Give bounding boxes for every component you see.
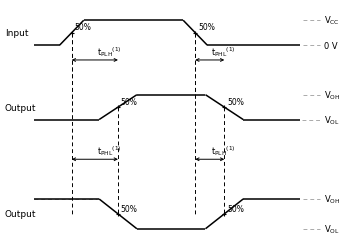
Text: V$_{\mathrm{OH}}$: V$_{\mathrm{OH}}$	[324, 89, 340, 102]
Text: V$_{\mathrm{CC}}$: V$_{\mathrm{CC}}$	[324, 15, 339, 28]
Text: V$_{\mathrm{OH}}$: V$_{\mathrm{OH}}$	[324, 193, 340, 205]
Text: V$_{\mathrm{OL}}$: V$_{\mathrm{OL}}$	[324, 114, 339, 126]
Text: 50%: 50%	[121, 98, 138, 106]
Text: t$_{\mathrm{PHL}}$$^{(1)}$: t$_{\mathrm{PHL}}$$^{(1)}$	[211, 45, 236, 59]
Text: Output: Output	[5, 210, 36, 218]
Text: 50%: 50%	[198, 23, 215, 32]
Text: 50%: 50%	[74, 23, 91, 32]
Text: V$_{\mathrm{OL}}$: V$_{\mathrm{OL}}$	[324, 222, 339, 235]
Text: Output: Output	[5, 103, 36, 112]
Text: 50%: 50%	[227, 98, 244, 106]
Text: t$_{\mathrm{PHL}}$$^{(1)}$: t$_{\mathrm{PHL}}$$^{(1)}$	[97, 144, 121, 158]
Text: t$_{\mathrm{PLH}}$$^{(1)}$: t$_{\mathrm{PLH}}$$^{(1)}$	[97, 45, 121, 59]
Text: 0 V: 0 V	[324, 42, 337, 50]
Text: 50%: 50%	[121, 204, 138, 213]
Text: Input: Input	[5, 29, 28, 38]
Text: t$_{\mathrm{PLH}}$$^{(1)}$: t$_{\mathrm{PLH}}$$^{(1)}$	[211, 144, 236, 158]
Text: 50%: 50%	[227, 204, 244, 213]
